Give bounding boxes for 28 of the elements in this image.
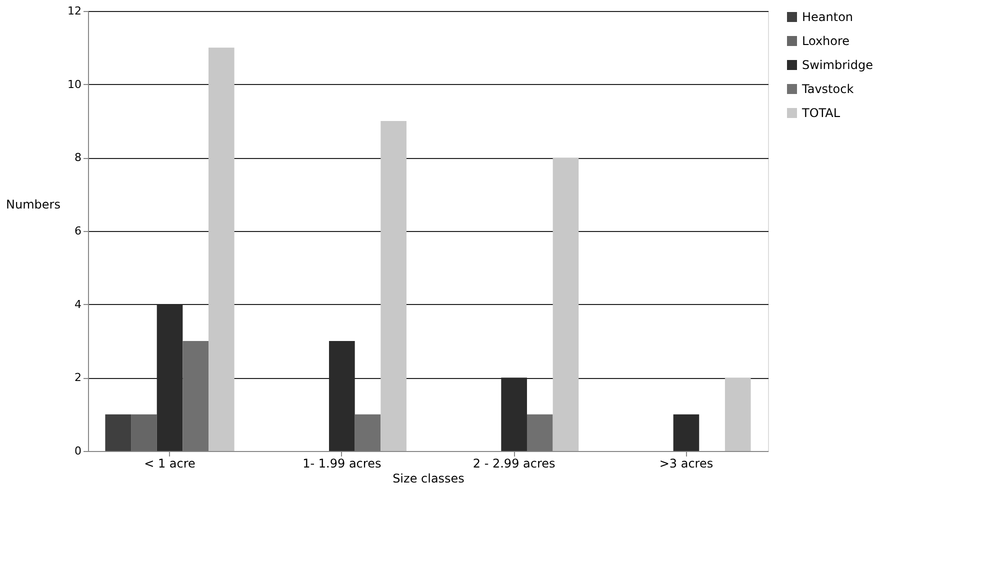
bar (131, 414, 157, 451)
bar (526, 414, 553, 451)
legend-label: Loxhore (802, 34, 850, 48)
x-tick-label: < 1 acre (144, 456, 196, 470)
x-tick-label: >3 acres (659, 456, 714, 470)
y-tick-label: 8 (74, 151, 82, 164)
x-tick-label: 1- 1.99 acres (302, 456, 382, 470)
legend-label: TOTAL (801, 106, 840, 120)
y-tick-label: 2 (74, 371, 82, 384)
legend-label: Heanton (802, 10, 854, 24)
bar (354, 414, 381, 451)
bar (380, 121, 406, 451)
y-tick-label: 6 (74, 224, 82, 238)
bar (673, 414, 700, 451)
y-tick-label: 10 (68, 78, 82, 91)
bar (724, 378, 751, 451)
bar (105, 414, 132, 451)
bar (552, 158, 579, 451)
y-tick-label: 0 (74, 444, 82, 458)
legend-label: Swimbridge (802, 58, 873, 72)
x-axis-title: Size classes (392, 472, 464, 486)
x-tick-label: 2 - 2.99 acres (472, 456, 556, 470)
bar (182, 341, 209, 451)
y-axis-title: Numbers (6, 198, 60, 212)
legend-label: Tavstock (801, 82, 854, 96)
y-tick-label: 12 (68, 4, 82, 18)
y-tick-label: 4 (74, 298, 82, 311)
bar (208, 48, 234, 451)
